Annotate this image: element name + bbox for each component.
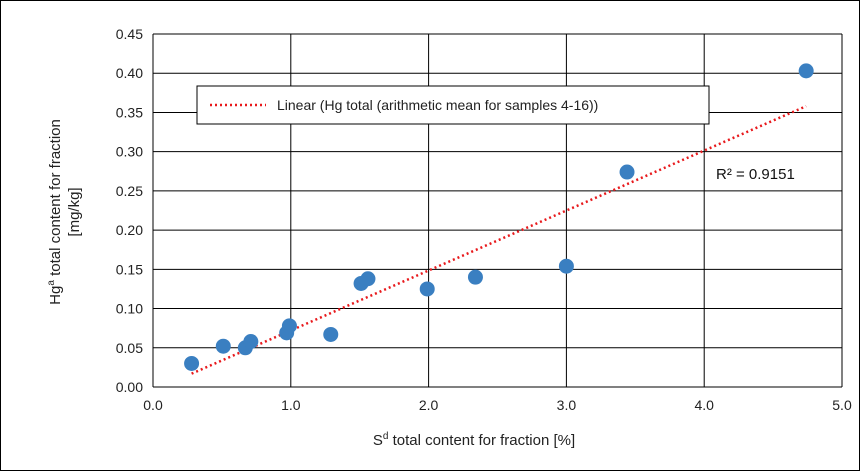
x-tick-label: 4.0: [694, 397, 714, 413]
r-squared-background: [710, 160, 822, 186]
data-point: [360, 271, 376, 287]
legend-box: [196, 85, 710, 125]
x-axis-title: Sd total content for fraction [%]: [373, 431, 575, 449]
data-point: [558, 258, 574, 274]
data-point: [619, 164, 635, 180]
x-tick-label: 2.0: [419, 397, 439, 413]
legend: Linear (Hg total (arithmetic mean for sa…: [196, 85, 710, 125]
y-tick-label: 0.40: [116, 65, 143, 81]
y-tick-label: 0.35: [116, 104, 143, 120]
data-point: [215, 338, 231, 354]
y-axis-title-line2: [mg/kg]: [66, 187, 83, 236]
y-tick-label: 0.05: [116, 340, 143, 356]
y-axis-title-line1: Hga total content for fraction: [46, 119, 64, 305]
x-tick-label: 1.0: [281, 397, 301, 413]
x-tick-label: 5.0: [832, 397, 852, 413]
data-point: [467, 269, 483, 285]
x-tick-labels: 0.0 1.0 2.0 3.0 4.0 5.0: [143, 397, 852, 413]
data-points: [184, 63, 814, 371]
r-squared-label: R² = 0.9151: [716, 166, 795, 183]
data-point: [798, 63, 814, 79]
y-tick-label: 0.20: [116, 222, 143, 238]
x-tick-label: 0.0: [143, 397, 163, 413]
y-tick-label: 0.45: [116, 26, 143, 42]
legend-label: Linear (Hg total (arithmetic mean for sa…: [277, 97, 598, 113]
data-point: [323, 326, 339, 342]
y-tick-labels: 0.00 0.05 0.10 0.15 0.20 0.25 0.30 0.35 0.40 0.45: [116, 26, 143, 395]
data-point: [184, 355, 200, 371]
data-point: [281, 318, 297, 334]
y-tick-label: 0.00: [116, 379, 143, 395]
y-tick-label: 0.15: [116, 261, 143, 277]
data-point: [243, 334, 259, 350]
y-tick-label: 0.25: [116, 183, 143, 199]
x-tick-label: 3.0: [557, 397, 577, 413]
y-axis-title: Hga total content for fraction [mg/kg]: [46, 119, 83, 305]
data-point: [419, 281, 435, 297]
y-tick-label: 0.30: [116, 144, 143, 160]
y-tick-label: 0.10: [116, 301, 143, 317]
